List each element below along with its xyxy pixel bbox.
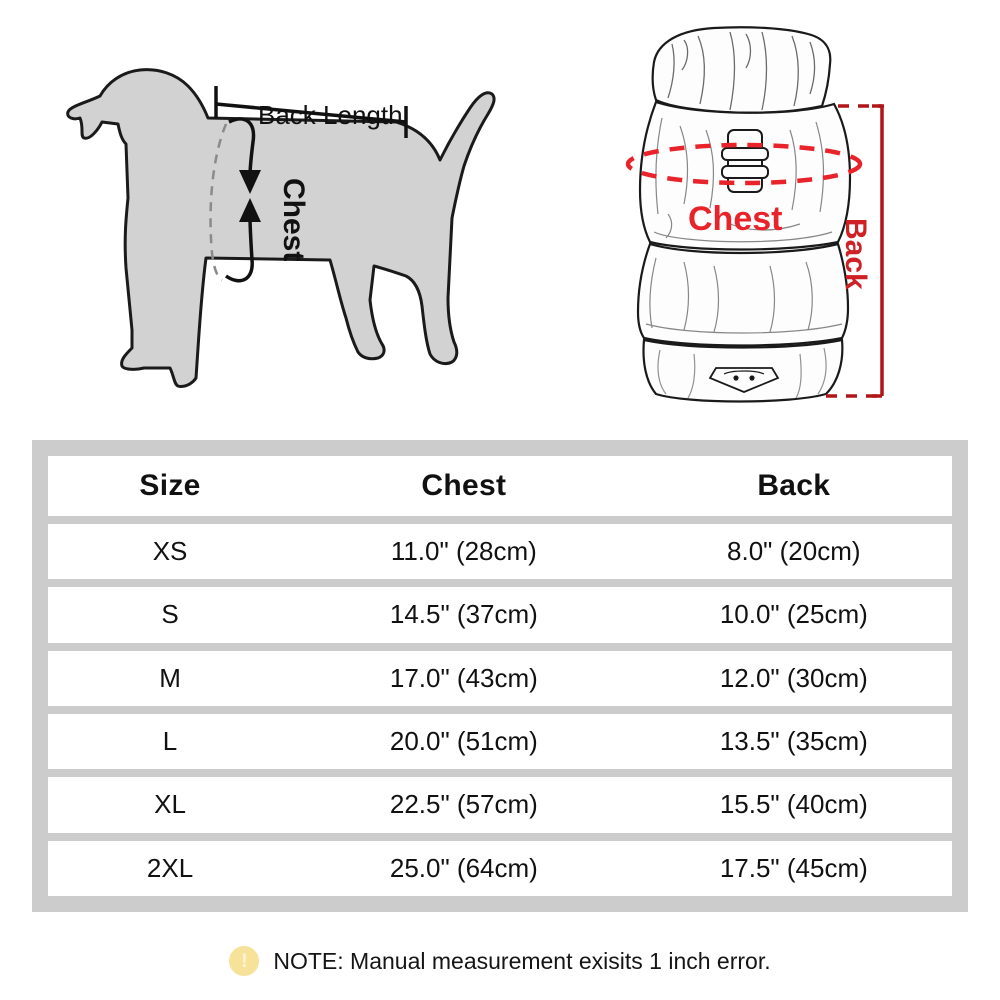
- cell-chest: 20.0" (51cm): [389, 726, 538, 757]
- lower-panel-wrinkles: [657, 347, 827, 399]
- collar-wrinkles: [667, 31, 816, 111]
- cell-size: S: [161, 599, 179, 630]
- table-row: S 14.5" (37cm) 10.0" (25cm): [48, 587, 952, 643]
- cell-back: 8.0" (20cm): [727, 535, 861, 566]
- jacket-badge: [708, 367, 780, 393]
- note-row: ! NOTE: Manual measurement exisits 1 inc…: [0, 938, 1000, 984]
- dog-body-shape: [66, 68, 496, 388]
- jacket-illustration-svg: [625, 26, 884, 403]
- cell-chest: 14.5" (37cm): [389, 599, 538, 630]
- dog-chest-label: Chest: [277, 178, 310, 262]
- jacket-chest-label: Chest: [688, 200, 783, 238]
- chest-girth-dashed-line: [209, 123, 228, 282]
- column-header-size: Size: [139, 468, 201, 502]
- chest-arrow: [224, 117, 256, 283]
- table-row: L 20.0" (51cm) 13.5" (35cm): [48, 713, 952, 770]
- illustration-panel: Back Length Chest: [0, 0, 1000, 420]
- cell-back: 17.5" (45cm): [719, 852, 868, 883]
- cell-chest: 17.0" (43cm): [389, 662, 538, 693]
- mid-panel-wrinkles: [645, 257, 843, 334]
- column-header-chest: Chest: [421, 468, 507, 502]
- cell-size: 2XL: [146, 852, 194, 883]
- cell-back: 12.0" (30cm): [719, 662, 868, 693]
- exclamation-icon: !: [229, 946, 260, 976]
- table-row: 2XL 25.0" (64cm) 17.5" (45cm): [48, 840, 952, 897]
- cell-back: 15.5" (40cm): [719, 789, 868, 820]
- dog-measurement-diagram: Back Length Chest: [40, 18, 520, 418]
- cell-back: 13.5" (35cm): [719, 726, 868, 757]
- chest-arrowhead-down: [239, 170, 261, 194]
- note-text: NOTE: Manual measurement exisits 1 inch …: [273, 947, 771, 974]
- column-header-back: Back: [757, 468, 831, 502]
- cell-size: XL: [154, 789, 186, 820]
- cell-chest: 25.0" (64cm): [389, 852, 538, 883]
- cell-size: M: [159, 662, 181, 693]
- jacket-mid-panel: [636, 242, 850, 347]
- back-length-label: Back Length: [258, 100, 403, 130]
- jacket-collar: [651, 26, 832, 114]
- chest-arrowhead-up: [239, 198, 261, 222]
- table-header-row: Size Chest Back: [48, 456, 952, 516]
- dog-silhouette-svg: [66, 68, 496, 388]
- jacket-back-dimension-bracket: [826, 104, 884, 398]
- cell-back: 10.0" (25cm): [719, 599, 868, 630]
- back-length-dimension-line: [214, 86, 408, 138]
- cell-chest: 22.5" (57cm): [389, 789, 538, 820]
- cell-chest: 11.0" (28cm): [390, 535, 537, 566]
- jacket-chest-dashed-ellipse: [625, 142, 863, 186]
- jacket-measurement-diagram: Chest Back: [610, 18, 920, 418]
- jacket-back-label: Back: [839, 218, 872, 290]
- table-row: M 17.0" (43cm) 12.0" (30cm): [48, 650, 952, 706]
- table-row: XS 11.0" (28cm) 8.0" (20cm): [48, 523, 952, 580]
- table-row: XL 22.5" (57cm) 15.5" (40cm): [48, 777, 952, 833]
- upper-panel-wrinkles: [653, 117, 833, 243]
- size-chart-table: Size Chest Back XS 11.0" (28cm) 8.0" (20…: [32, 440, 968, 912]
- cell-size: L: [162, 726, 178, 757]
- cell-size: XS: [152, 535, 188, 566]
